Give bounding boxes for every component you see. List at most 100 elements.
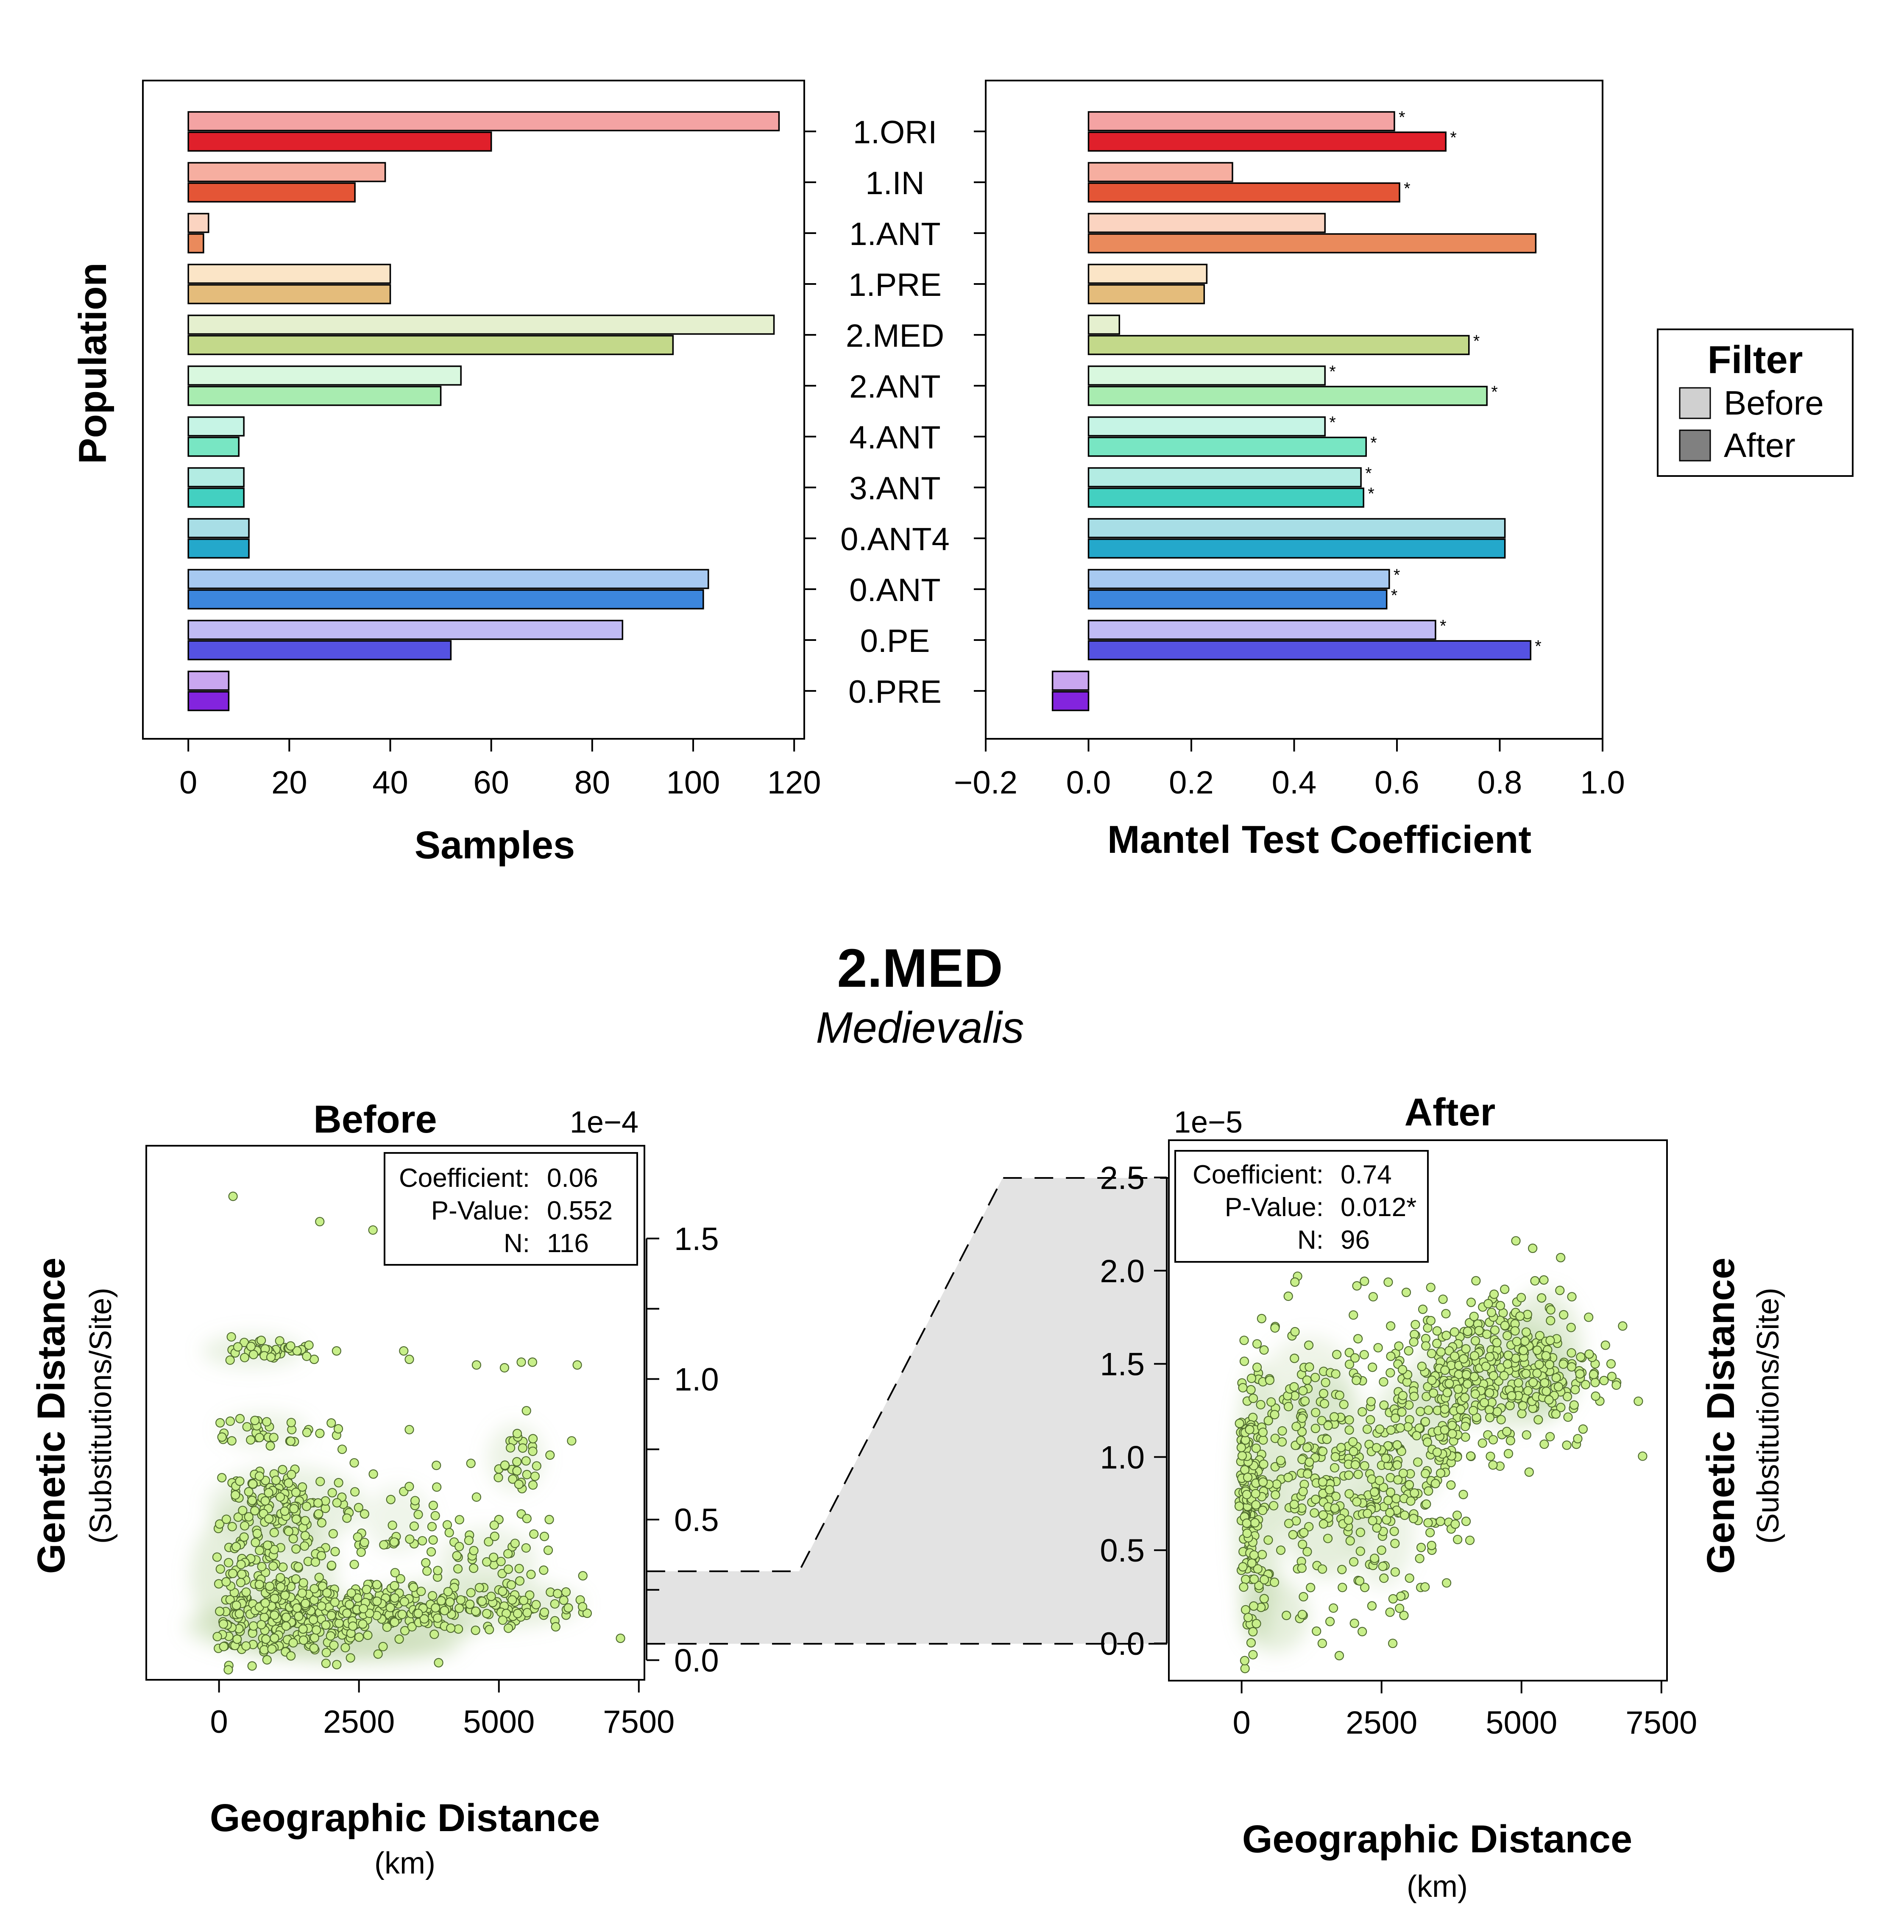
scatter-point xyxy=(512,1466,522,1476)
population-label: 0.ANT xyxy=(849,572,940,608)
scatter-point xyxy=(289,1504,299,1514)
scatter-point xyxy=(227,1436,237,1446)
scatter-point xyxy=(528,1434,538,1444)
scatter-point xyxy=(1485,1352,1494,1362)
scatter-point xyxy=(409,1582,418,1592)
scatter-point xyxy=(397,1609,407,1619)
scatter-point xyxy=(254,1433,265,1442)
scatter-point xyxy=(1567,1292,1577,1302)
scatter-point xyxy=(418,1536,427,1546)
scatter-point xyxy=(1325,1617,1335,1626)
scatter-point xyxy=(616,1634,625,1643)
scatter-point xyxy=(1334,1651,1344,1661)
scatter-point xyxy=(1404,1346,1413,1356)
samples-bar-before xyxy=(187,569,709,589)
scatter-point xyxy=(231,1601,241,1610)
scatter-point xyxy=(240,1353,250,1362)
mantel-x-tick-label: −0.2 xyxy=(954,765,1018,801)
scatter-point xyxy=(1441,1331,1451,1340)
scatter-point xyxy=(1362,1424,1372,1434)
scatter-point xyxy=(1405,1573,1414,1583)
scale-zoom-connector xyxy=(647,1177,1169,1645)
scatter-point xyxy=(1578,1424,1588,1434)
scatter-point xyxy=(240,1521,250,1531)
mantel-bar-after xyxy=(1087,233,1537,253)
scatter-point xyxy=(286,1436,295,1446)
scatter-point xyxy=(247,1661,257,1671)
scatter-point xyxy=(1289,1500,1299,1509)
samples-bar-before xyxy=(187,162,386,182)
scatter-point xyxy=(1442,1388,1452,1397)
scatter-point xyxy=(1367,1601,1377,1611)
scatter-point xyxy=(358,1619,368,1629)
scatter-point xyxy=(309,1643,319,1653)
scatter-point xyxy=(1489,1289,1499,1299)
scatter-point xyxy=(1559,1310,1569,1320)
scatter-point xyxy=(407,1622,417,1632)
scatter-point xyxy=(567,1436,577,1446)
scatter-point xyxy=(254,1580,264,1590)
scatter-point xyxy=(360,1509,369,1519)
scatter-point xyxy=(287,1470,296,1479)
scatter-point xyxy=(1618,1321,1628,1331)
scatter-point xyxy=(1469,1311,1479,1321)
scatter-point xyxy=(429,1629,439,1639)
scatter-point xyxy=(270,1610,279,1620)
scatter-point xyxy=(503,1564,513,1574)
scatter-point xyxy=(427,1522,437,1531)
after-stats-frame xyxy=(1174,1150,1429,1263)
scatter-point xyxy=(264,1488,273,1498)
mantel-bar-before xyxy=(1087,111,1395,131)
scatter-point xyxy=(286,1417,296,1428)
scatter-point xyxy=(505,1443,516,1453)
scatter-point xyxy=(1243,1473,1253,1482)
scatter-point xyxy=(241,1587,251,1597)
scatter-point xyxy=(300,1516,310,1526)
scatter-point xyxy=(1490,1325,1500,1335)
scatter-point xyxy=(1238,1383,1248,1393)
scatter-point xyxy=(390,1593,400,1603)
scatter-point xyxy=(1300,1396,1310,1406)
scatter-point xyxy=(1503,1331,1512,1341)
scatter-point xyxy=(227,1522,237,1531)
scatter-point xyxy=(1427,1349,1436,1359)
scatter-point xyxy=(1398,1365,1408,1375)
scatter-point xyxy=(342,1513,352,1523)
scatter-point xyxy=(1324,1485,1335,1495)
scatter-point xyxy=(561,1587,571,1597)
scatter-point xyxy=(1368,1362,1377,1372)
scatter-point xyxy=(1344,1359,1355,1369)
scatter-point xyxy=(1429,1388,1438,1398)
scatter-point xyxy=(298,1624,308,1634)
scatter-point xyxy=(1352,1497,1362,1507)
scatter-point xyxy=(1450,1351,1460,1361)
scatter-point xyxy=(514,1479,524,1489)
scatter-point xyxy=(489,1520,499,1530)
scatter-point xyxy=(359,1604,368,1614)
scatter-point xyxy=(327,1488,337,1498)
scatter-point xyxy=(1243,1612,1253,1623)
significance-marker: * xyxy=(1329,362,1336,381)
scatter-point xyxy=(1440,1365,1450,1375)
scatter-point xyxy=(291,1487,301,1497)
after-scatter-plot: After 1e−5 0 2500 5000 7500 0.0 0.5 1.0 1.5 2.0 2… xyxy=(1100,1091,1785,1904)
scatter-point xyxy=(433,1613,443,1623)
mantel-bar-before xyxy=(1087,620,1436,640)
scatter-point xyxy=(1250,1518,1260,1528)
samples-bar-after xyxy=(187,284,391,304)
scatter-point xyxy=(1471,1276,1481,1286)
scatter-point xyxy=(215,1418,225,1428)
scatter-point xyxy=(1541,1351,1551,1361)
scatter-point xyxy=(1242,1489,1252,1500)
mantel-bar-before xyxy=(1087,518,1506,538)
scatter-point xyxy=(1271,1490,1280,1500)
scatter-point xyxy=(1461,1517,1471,1526)
scatter-point xyxy=(1500,1284,1510,1294)
scatter-point xyxy=(265,1581,275,1591)
scatter-point xyxy=(1489,1371,1498,1381)
scatter-point xyxy=(1500,1320,1510,1331)
scatter-point xyxy=(360,1537,369,1548)
scatter-point xyxy=(1372,1443,1381,1453)
scatter-point xyxy=(1330,1412,1339,1422)
samples-bar-after xyxy=(187,538,250,559)
